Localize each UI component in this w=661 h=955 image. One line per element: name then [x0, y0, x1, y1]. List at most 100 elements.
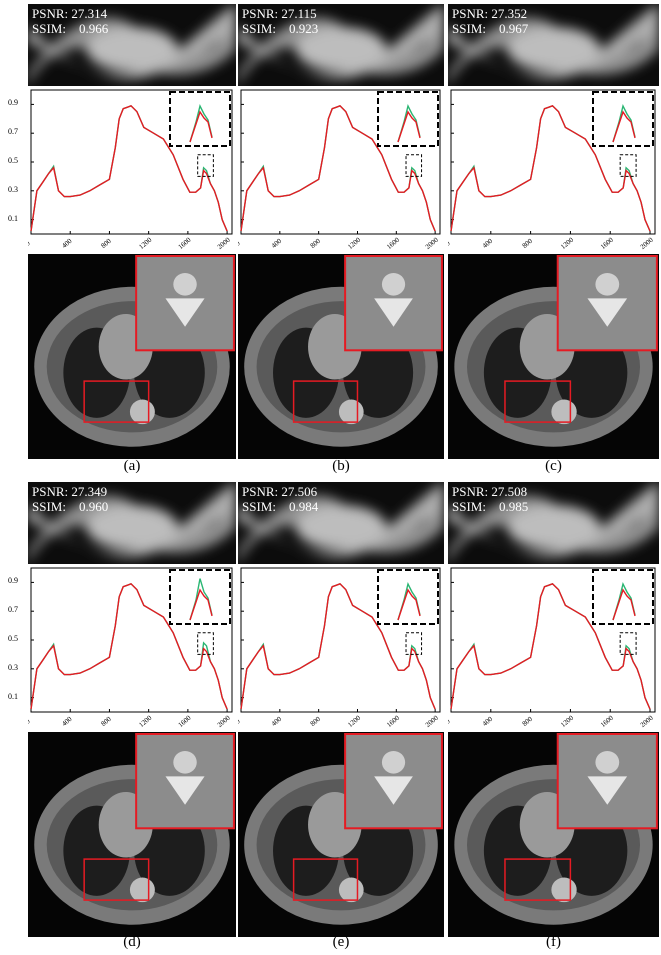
x-tick-label: 400: [270, 237, 284, 250]
zoom-region-box: [197, 154, 214, 177]
y-tick-label: 0.3: [8, 662, 18, 672]
ct-reconstruction-image: [28, 732, 236, 937]
x-tick-label: 400: [60, 237, 74, 250]
result-panel: PSNR: 27.314 SSIM: 0.966 0 400 800 1200 1600 20…: [24, 4, 236, 459]
zoom-region-box: [619, 632, 637, 655]
x-tick-label: 1200: [346, 236, 362, 250]
metrics-overlay: PSNR: 27.506 SSIM: 0.984: [242, 484, 318, 514]
profile-line-chart: 0 400 800 1200 1600 2000: [24, 566, 236, 729]
x-tick-label: 1200: [137, 236, 153, 250]
panel-caption: (b): [332, 458, 350, 474]
y-tick-label: 0.7: [8, 127, 18, 137]
result-panel: PSNR: 27.506 SSIM: 0.984 0 400 800 1200 1600 20…: [234, 482, 444, 937]
x-tick-label: 2000: [639, 236, 655, 250]
x-tick-label: 0: [448, 239, 452, 248]
metrics-overlay: PSNR: 27.508 SSIM: 0.985: [452, 484, 528, 514]
psnr-value: PSNR: 27.506: [242, 484, 318, 499]
inset-box: [344, 733, 443, 830]
x-tick-label: 1200: [137, 714, 153, 728]
zoom-region-box: [83, 380, 150, 423]
panel-caption: (d): [123, 934, 141, 950]
x-tick-label: 800: [521, 237, 535, 250]
panel-caption: (f): [546, 934, 561, 950]
psnr-value: PSNR: 27.115: [242, 6, 317, 21]
x-tick-label: 400: [60, 715, 74, 728]
y-tick-label: 0.9: [8, 576, 18, 586]
zoom-region-box: [292, 858, 359, 901]
y-tick-label: 0.7: [8, 605, 18, 615]
result-panel: PSNR: 27.508 SSIM: 0.985 0 400 800 1200 1600 20…: [444, 482, 659, 937]
series-line: [450, 104, 651, 232]
x-tick-label: 1600: [599, 714, 615, 728]
panel-caption: (c): [545, 458, 562, 474]
panel-caption: (a): [123, 458, 141, 474]
result-panel: PSNR: 27.352 SSIM: 0.967 0 400 800 1200 1600 20…: [444, 4, 659, 459]
x-tick-label: 400: [270, 715, 284, 728]
x-tick-label: 1200: [559, 714, 575, 728]
x-tick-label: 2000: [424, 236, 440, 250]
sinogram-image: [448, 482, 659, 564]
series-line: [30, 582, 228, 710]
series-line: [240, 582, 436, 710]
ssim-value: SSIM: 0.960: [32, 499, 109, 514]
profile-line-chart: 0 400 800 1200 1600 2000: [444, 566, 659, 729]
sinogram-image: [238, 4, 444, 86]
x-tick-label: 0: [28, 239, 32, 248]
psnr-value: PSNR: 27.508: [452, 484, 528, 499]
ct-reconstruction-image: [28, 254, 236, 459]
x-tick-label: 2000: [216, 714, 232, 728]
series-line: [30, 104, 228, 232]
series-line: [240, 104, 436, 232]
ssim-value: SSIM: 0.985: [452, 499, 529, 514]
y-tick-label: 0.1: [8, 213, 18, 223]
x-tick-label: 1600: [385, 714, 401, 728]
x-tick-label: 1600: [177, 714, 193, 728]
y-tick-label: 0.3: [8, 184, 18, 194]
y-tick-label: 0.9: [8, 98, 18, 108]
result-panel: PSNR: 27.115 SSIM: 0.923 0 400 800 1200 1600 20…: [234, 4, 444, 459]
x-tick-label: 1600: [385, 236, 401, 250]
inset-box: [169, 569, 231, 625]
sinogram-image: [28, 4, 236, 86]
x-tick-label: 1600: [177, 236, 193, 250]
x-tick-label: 0: [448, 717, 452, 726]
y-tick-label: 0.1: [8, 691, 18, 701]
x-tick-label: 1600: [599, 236, 615, 250]
x-tick-label: 800: [100, 715, 114, 728]
profile-line-chart: 0 400 800 1200 1600 2000: [24, 88, 236, 251]
x-tick-label: 0: [28, 717, 32, 726]
zoom-region-box: [292, 380, 359, 423]
x-tick-label: 0: [238, 239, 242, 248]
profile-line-chart: 0 400 800 1200 1600 2000: [444, 88, 659, 251]
y-tick-label: 0.5: [8, 156, 18, 165]
ct-reconstruction-image: [238, 254, 444, 459]
metrics-overlay: PSNR: 27.349 SSIM: 0.960: [32, 484, 108, 514]
x-tick-label: 1200: [346, 714, 362, 728]
metrics-overlay: PSNR: 27.115 SSIM: 0.923: [242, 6, 318, 36]
zoom-region-box: [405, 154, 423, 177]
profile-line-chart: 0 400 800 1200 1600 2000: [234, 88, 444, 251]
zoom-region-box: [504, 380, 572, 423]
x-tick-label: 400: [481, 237, 495, 250]
zoom-region-box: [83, 858, 150, 901]
sinogram-image: [28, 482, 236, 564]
x-tick-label: 800: [521, 715, 535, 728]
inset-box: [377, 91, 439, 147]
x-tick-label: 800: [100, 237, 114, 250]
ct-reconstruction-image: [448, 732, 659, 937]
zoom-region-box: [504, 858, 572, 901]
inset-box: [377, 569, 439, 625]
x-tick-label: 800: [309, 237, 323, 250]
inset-box: [592, 569, 654, 625]
x-tick-label: 0: [238, 717, 242, 726]
panel-caption: (e): [332, 934, 350, 950]
x-tick-label: 2000: [424, 714, 440, 728]
ssim-value: SSIM: 0.984: [242, 499, 319, 514]
x-tick-label: 2000: [639, 714, 655, 728]
ct-reconstruction-image: [448, 254, 659, 459]
ssim-value: SSIM: 0.967: [452, 21, 529, 36]
profile-line-chart: 0 400 800 1200 1600 2000: [234, 566, 444, 729]
psnr-value: PSNR: 27.349: [32, 484, 108, 499]
result-panel: PSNR: 27.349 SSIM: 0.960 0 400 800 1200 1600 20…: [24, 482, 236, 937]
metrics-overlay: PSNR: 27.314 SSIM: 0.966: [32, 6, 108, 36]
